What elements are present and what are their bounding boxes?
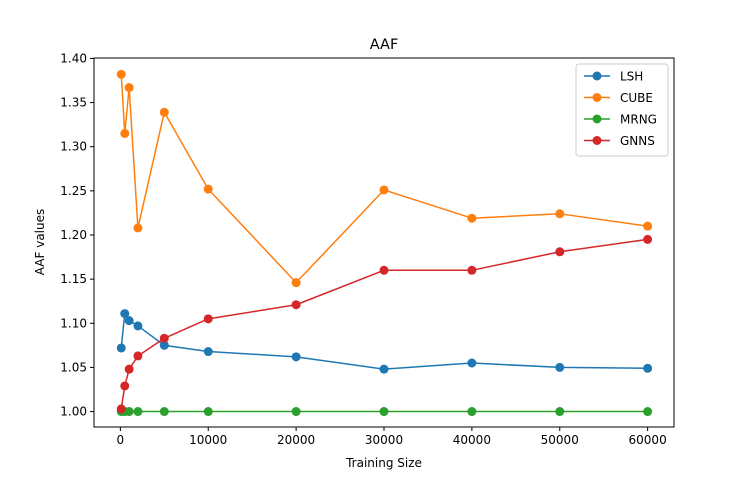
data-point-lsh: [467, 358, 477, 368]
data-point-mrng: [133, 407, 143, 417]
data-point-gnns: [467, 265, 477, 275]
y-axis-label: AAF values: [33, 209, 47, 276]
data-point-cube: [203, 184, 213, 194]
data-point-mrng: [159, 407, 169, 417]
legend-item-cube: CUBE: [584, 91, 653, 105]
data-point-cube: [291, 278, 301, 288]
legend-marker-gnns: [592, 136, 602, 145]
legend-label-cube: CUBE: [620, 91, 653, 105]
x-tick-label: 60000: [629, 433, 667, 447]
data-point-mrng: [203, 407, 213, 417]
series-line-cube: [120, 74, 648, 284]
data-point-lsh: [643, 363, 653, 373]
data-point-cube: [555, 209, 565, 219]
x-tick-label: 20000: [277, 433, 315, 447]
y-tick-label: 1.15: [60, 272, 87, 286]
data-point-gnns: [120, 381, 130, 391]
x-tick-label: 50000: [541, 433, 579, 447]
series-line-gnns: [120, 238, 648, 410]
data-point-lsh: [159, 340, 169, 350]
series-mrng: [116, 407, 653, 417]
legend-item-mrng: MRNG: [584, 113, 657, 127]
x-axis: 0 10000 20000 30000 40000 50000 60000: [117, 427, 667, 447]
data-point-lsh: [555, 362, 565, 372]
data-point-lsh: [203, 347, 213, 357]
data-point-mrng: [467, 407, 477, 417]
y-tick-label: 1.25: [60, 184, 87, 198]
data-point-cube: [120, 128, 130, 138]
data-point-lsh: [133, 321, 143, 331]
y-tick-label: 1.20: [60, 228, 87, 242]
data-point-cube: [379, 185, 389, 195]
x-tick-label: 40000: [453, 433, 491, 447]
y-tick-label: 1.30: [60, 140, 87, 154]
data-point-lsh: [120, 309, 130, 319]
data-point-lsh: [116, 343, 126, 353]
data-point-mrng: [124, 407, 134, 417]
data-point-mrng: [555, 407, 565, 417]
data-point-cube: [133, 223, 143, 233]
legend-item-lsh: LSH: [584, 70, 643, 84]
y-axis: 1.00 1.05 1.10 1.15 1.20 1.25 1.30 1.35 1.40: [60, 51, 94, 419]
data-point-gnns: [643, 234, 653, 244]
data-point-cube: [116, 69, 126, 79]
data-point-cube: [159, 107, 169, 117]
series-cube: [116, 69, 653, 288]
data-point-gnns: [133, 351, 143, 361]
legend-label-lsh: LSH: [620, 70, 643, 84]
data-point-mrng: [379, 407, 389, 417]
data-point-cube: [467, 213, 477, 223]
series-lsh: [116, 309, 653, 374]
y-tick-label: 1.40: [60, 51, 87, 65]
legend-box: [575, 63, 669, 157]
data-point-lsh: [291, 352, 301, 362]
data-point-gnns: [203, 314, 213, 324]
legend-label-mrng: MRNG: [620, 113, 657, 127]
data-point-mrng: [643, 407, 653, 417]
plot-area: [116, 69, 653, 417]
legend-marker-mrng: [592, 114, 602, 124]
data-point-mrng: [291, 407, 301, 417]
data-point-cube: [643, 221, 653, 231]
legend-marker-lsh: [592, 71, 602, 81]
data-point-gnns: [555, 247, 565, 257]
data-point-gnns: [379, 265, 389, 275]
data-point-gnns: [159, 333, 169, 343]
data-point-lsh: [379, 364, 389, 374]
chart-title: AAF: [370, 37, 399, 53]
data-point-lsh: [124, 316, 134, 326]
data-point-cube: [124, 83, 134, 93]
y-tick-label: 1.05: [60, 360, 87, 374]
data-point-gnns: [116, 404, 126, 414]
legend: LSH CUBE MRNG GNNS: [575, 63, 669, 157]
series-gnns: [116, 234, 653, 414]
x-tick-label: 0: [117, 433, 125, 447]
legend-marker-cube: [592, 93, 602, 102]
data-point-gnns: [291, 300, 301, 310]
x-axis-label: Training Size: [345, 456, 422, 470]
legend-label-gnns: GNNS: [620, 134, 655, 148]
data-point-gnns: [124, 364, 134, 374]
y-tick-label: 1.35: [60, 96, 87, 110]
legend-item-gnns: GNNS: [584, 134, 655, 148]
y-tick-label: 1.10: [60, 316, 87, 330]
x-tick-label: 30000: [365, 433, 403, 447]
x-tick-label: 10000: [189, 433, 227, 447]
y-tick-label: 1.00: [60, 405, 87, 419]
